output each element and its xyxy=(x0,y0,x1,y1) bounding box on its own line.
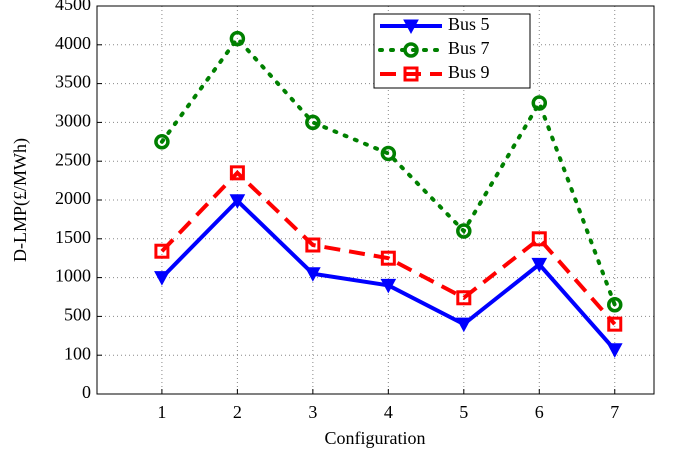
marker xyxy=(380,250,396,266)
legend-marker xyxy=(403,66,419,82)
x-tick-label: 7 xyxy=(610,402,619,422)
legend-label: Bus 5 xyxy=(448,14,490,34)
y-tick-label: 1000 xyxy=(55,266,91,286)
marker xyxy=(305,267,321,282)
marker xyxy=(607,316,623,332)
marker xyxy=(380,278,397,294)
legend-label: Bus 9 xyxy=(448,62,490,82)
marker xyxy=(154,134,170,150)
y-tick-label: 3000 xyxy=(55,111,91,131)
y-tick-label: 4500 xyxy=(55,0,91,14)
marker xyxy=(531,95,548,111)
y-axis-label: D-LMP(£/MWh) xyxy=(10,138,31,262)
x-tick-label: 1 xyxy=(157,402,166,422)
y-tick-label: 100 xyxy=(64,343,91,363)
legend-label: Bus 7 xyxy=(448,38,490,58)
y-tick-label: 2500 xyxy=(55,149,91,169)
series-line xyxy=(160,197,617,352)
y-tick-label: 2000 xyxy=(55,188,91,208)
marker xyxy=(531,257,548,273)
marker xyxy=(154,243,170,259)
marker xyxy=(456,290,472,306)
marker xyxy=(455,317,472,333)
marker xyxy=(229,165,245,181)
marker xyxy=(606,343,623,358)
marker xyxy=(607,297,623,313)
y-tick-label: 4000 xyxy=(55,33,91,53)
x-tick-label: 6 xyxy=(535,402,544,422)
plot-frame xyxy=(96,5,655,395)
x-tick-label: 5 xyxy=(459,402,468,422)
marker xyxy=(380,145,397,162)
y-tick-label: 500 xyxy=(64,305,91,325)
marker xyxy=(456,223,472,239)
y-tick-label: 0 xyxy=(82,382,91,402)
marker xyxy=(229,30,246,47)
x-tick-label: 2 xyxy=(233,402,242,422)
marker xyxy=(305,114,321,131)
marker xyxy=(154,271,170,286)
y-tick-label: 3500 xyxy=(55,72,91,92)
marker xyxy=(229,194,246,209)
marker xyxy=(305,237,321,253)
series-line xyxy=(160,170,617,326)
legend-marker xyxy=(403,42,419,58)
series-line xyxy=(159,35,617,307)
x-axis-label: Configuration xyxy=(325,428,426,448)
x-tick-label: 4 xyxy=(384,402,393,422)
marker xyxy=(531,231,547,247)
x-tick-label: 3 xyxy=(308,402,317,422)
legend-marker xyxy=(403,19,419,35)
y-tick-label: 1500 xyxy=(55,227,91,247)
